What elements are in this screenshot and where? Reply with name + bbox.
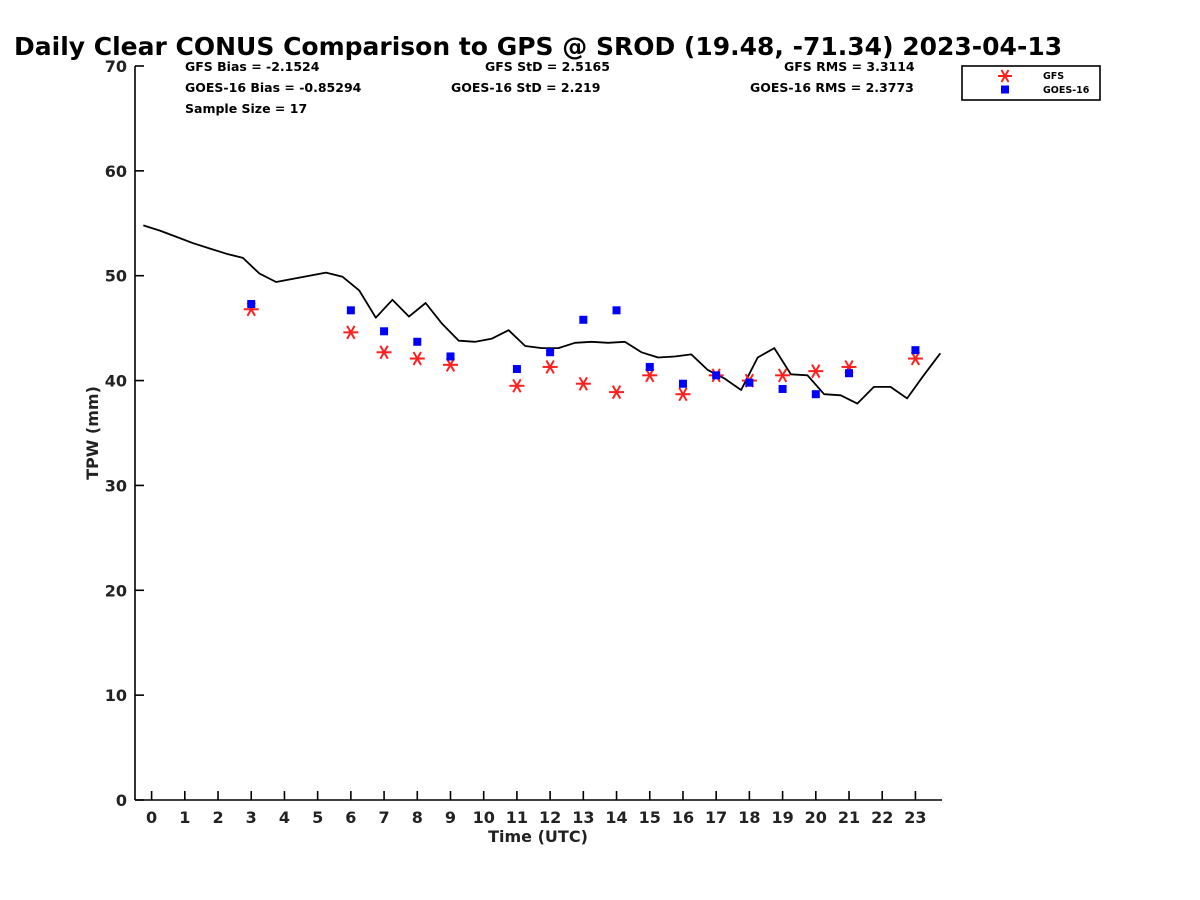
gfs-point	[376, 345, 392, 360]
goes16-point	[678, 379, 687, 388]
gfs-point	[442, 357, 458, 372]
y-tick-label: 20	[105, 581, 127, 600]
goes-rms-stat: GOES-16 RMS = 2.3773	[750, 80, 914, 95]
y-tick-label: 0	[116, 791, 127, 810]
x-tick-label: 15	[639, 808, 661, 827]
gfs-std-stat: GFS StD = 2.5165	[485, 59, 610, 74]
gfs-point	[775, 368, 791, 383]
legend: GFS GOES-16	[961, 65, 1101, 101]
goes16-point	[380, 327, 389, 336]
y-axis-label: TPW (mm)	[83, 386, 102, 480]
x-tick-label: 9	[445, 808, 456, 827]
goes16-point	[778, 384, 787, 393]
goes16-point	[712, 371, 721, 380]
x-tick-label: 17	[705, 808, 727, 827]
goes16-point	[745, 378, 754, 387]
x-tick-label: 8	[412, 808, 423, 827]
gfs-point	[609, 385, 625, 400]
x-tick-label: 13	[572, 808, 594, 827]
gps-tpw-line	[143, 224, 942, 405]
x-tick-label: 4	[279, 808, 290, 827]
y-tick-label: 50	[105, 267, 127, 286]
x-tick-label: 16	[672, 808, 694, 827]
x-tick-label: 2	[212, 808, 223, 827]
gfs-point	[542, 359, 558, 374]
x-ticks: 0 1 2 3 4 5 6 7 8 9 10 11 12 13 14 15 16 17 18 19 20 21 22 23	[146, 791, 927, 827]
legend-gfs-marker	[998, 69, 1012, 83]
gfs-point	[409, 351, 425, 366]
goes16-point	[446, 352, 455, 361]
y-ticks: 0 10 20 30 40 50 60 70	[105, 57, 144, 810]
x-tick-label: 10	[473, 808, 495, 827]
goes16-point	[413, 337, 422, 346]
goes16-point	[811, 390, 820, 399]
x-axis-label: Time (UTC)	[488, 827, 588, 846]
y-tick-label: 40	[105, 372, 127, 391]
y-tick-label: 10	[105, 686, 127, 705]
x-tick-label: 20	[805, 808, 827, 827]
gfs-point	[575, 376, 591, 391]
legend-goes-marker	[1001, 85, 1009, 94]
x-tick-label: 3	[246, 808, 257, 827]
x-tick-label: 21	[838, 808, 860, 827]
y-tick-label: 30	[105, 476, 127, 495]
goes-std-stat: GOES-16 StD = 2.219	[451, 80, 600, 95]
goes16-point	[546, 348, 555, 357]
gfs-rms-stat: GFS RMS = 3.3114	[784, 59, 915, 74]
gfs-point	[343, 325, 359, 340]
gfs-point	[509, 378, 525, 393]
legend-gfs-label: GFS	[1043, 71, 1064, 82]
x-tick-label: 1	[179, 808, 190, 827]
goes16-point	[512, 365, 521, 374]
x-tick-label: 22	[871, 808, 893, 827]
legend-box	[961, 65, 1101, 101]
gfs-point	[675, 387, 691, 402]
y-tick-label: 60	[105, 162, 127, 181]
x-tick-label: 23	[904, 808, 926, 827]
legend-goes-label: GOES-16	[1043, 85, 1090, 96]
x-tick-label: 18	[738, 808, 760, 827]
y-tick-label: 70	[105, 57, 127, 76]
goes16-point	[911, 346, 920, 355]
gfs-point	[808, 364, 824, 379]
x-tick-label: 0	[146, 808, 157, 827]
x-tick-label: 12	[539, 808, 561, 827]
x-tick-label: 11	[506, 808, 528, 827]
goes16-point	[845, 369, 854, 378]
x-tick-label: 6	[345, 808, 356, 827]
gfs-bias-stat: GFS Bias = -2.1524	[185, 59, 320, 74]
statistics-block: GFS Bias = -2.1524 GOES-16 Bias = -0.852…	[185, 59, 915, 116]
goes16-point	[645, 362, 654, 371]
axes	[134, 66, 942, 801]
plot-area	[143, 224, 942, 405]
goes-bias-stat: GOES-16 Bias = -0.85294	[185, 80, 362, 95]
x-tick-label: 5	[312, 808, 323, 827]
goes16-point	[612, 306, 621, 315]
x-tick-label: 7	[379, 808, 390, 827]
goes16-point	[579, 315, 588, 324]
legend-gfs-asterisk	[998, 69, 1012, 83]
x-tick-label: 14	[605, 808, 627, 827]
gfs-point	[642, 368, 658, 383]
x-tick-label: 19	[771, 808, 793, 827]
gfs-point	[907, 351, 923, 366]
chart-title: Daily Clear CONUS Comparison to GPS @ SR…	[14, 32, 1062, 61]
goes16-point	[346, 306, 355, 315]
sample-size-stat: Sample Size = 17	[185, 101, 307, 116]
goes16-point	[247, 300, 256, 309]
